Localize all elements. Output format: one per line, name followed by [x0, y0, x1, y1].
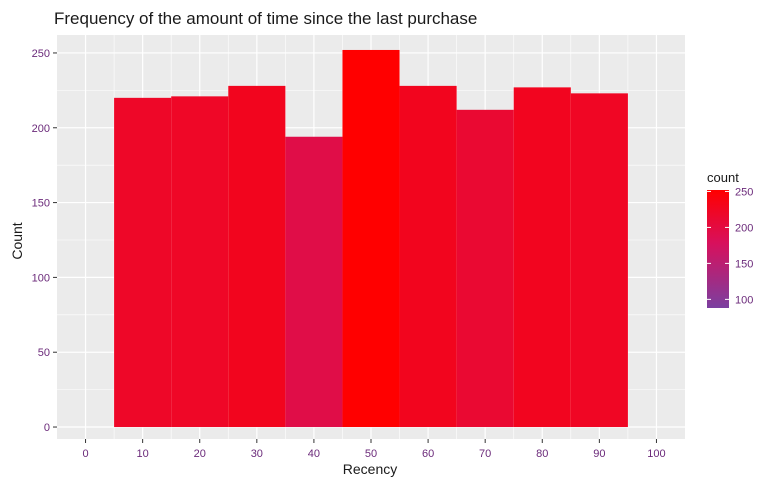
y-tick-label: 0 [44, 422, 50, 434]
x-tick-label: 40 [308, 448, 320, 460]
x-tick-label: 100 [647, 448, 665, 460]
legend-label: 200 [735, 222, 753, 234]
y-tick-label: 100 [32, 272, 50, 284]
histogram-bar [570, 93, 628, 428]
x-tick-label: 30 [251, 448, 263, 460]
y-tick-label: 250 [32, 48, 50, 60]
legend-label: 250 [735, 186, 753, 198]
chart-title: Frequency of the amount of time since th… [54, 9, 477, 28]
legend-labels: 250 200 150 100 [707, 186, 753, 306]
color-legend: count 250 200 150 100 [707, 170, 753, 308]
y-tick-label: 200 [32, 123, 50, 135]
y-tick-label: 50 [38, 347, 50, 359]
x-tick-label: 70 [479, 448, 491, 460]
x-tick-label: 60 [422, 448, 434, 460]
legend-title: count [707, 170, 739, 185]
histogram-bar [456, 109, 514, 428]
x-tick-label: 50 [365, 448, 377, 460]
histogram-bar [285, 136, 343, 428]
y-tick-label: 150 [32, 198, 50, 210]
x-tick-label: 80 [536, 448, 548, 460]
histogram-bar [342, 49, 400, 428]
bars [114, 49, 628, 428]
x-tick-label: 10 [137, 448, 149, 460]
y-axis-title: Count [9, 222, 25, 259]
x-tick-label: 90 [593, 448, 605, 460]
legend-label: 100 [735, 294, 753, 306]
legend-label: 150 [735, 258, 753, 270]
histogram-bar [399, 85, 457, 428]
y-axis-ticks: 0 50 100 150 200 250 [32, 48, 57, 434]
x-axis-ticks: 0 10 20 30 40 50 60 70 80 90 100 [82, 439, 666, 460]
legend-colorbar [707, 190, 729, 308]
histogram-bar [171, 96, 229, 428]
x-axis-title: Recency [343, 461, 397, 477]
x-tick-label: 20 [194, 448, 206, 460]
histogram-bar [114, 97, 172, 428]
x-tick-label: 0 [82, 448, 88, 460]
histogram-bar [513, 87, 571, 428]
histogram-bar [228, 85, 286, 428]
